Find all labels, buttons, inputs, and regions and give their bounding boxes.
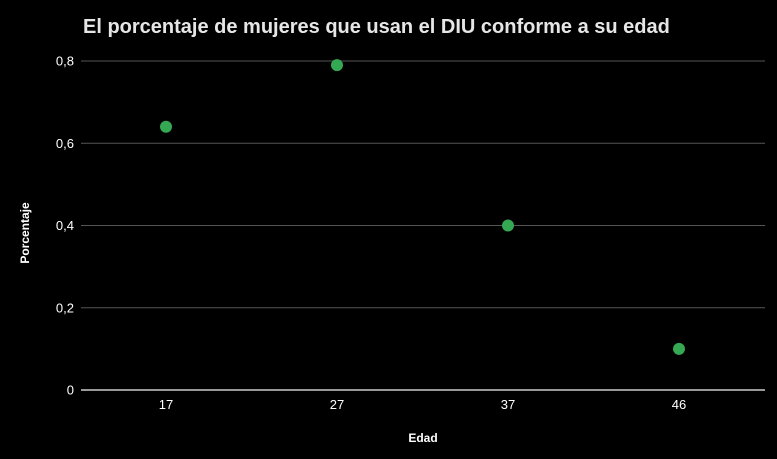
x-tick-label: 46 (672, 397, 686, 412)
x-tick-labels: 17 27 37 46 (159, 397, 686, 412)
y-tick-label: 0,2 (56, 300, 74, 315)
x-tick-label: 27 (330, 397, 344, 412)
data-points (160, 59, 685, 355)
data-point[interactable] (160, 120, 172, 133)
y-tick-label: 0 (67, 383, 74, 398)
data-point[interactable] (673, 342, 685, 355)
y-tick-labels: 0 0,2 0,4 0,6 0,8 (56, 54, 74, 398)
data-point[interactable] (331, 59, 343, 72)
chart-title: El porcentaje de mujeres que usan el DIU… (83, 16, 670, 38)
x-axis-title: Edad (408, 431, 437, 445)
y-tick-label: 0,6 (56, 136, 74, 151)
y-tick-label: 0,4 (56, 218, 74, 233)
data-point[interactable] (502, 219, 514, 232)
gridlines (81, 60, 765, 391)
x-tick-label: 37 (501, 397, 515, 412)
y-axis-title: Porcentaje (18, 202, 32, 264)
y-tick-label: 0,8 (56, 54, 74, 69)
x-tick-label: 17 (159, 397, 173, 412)
